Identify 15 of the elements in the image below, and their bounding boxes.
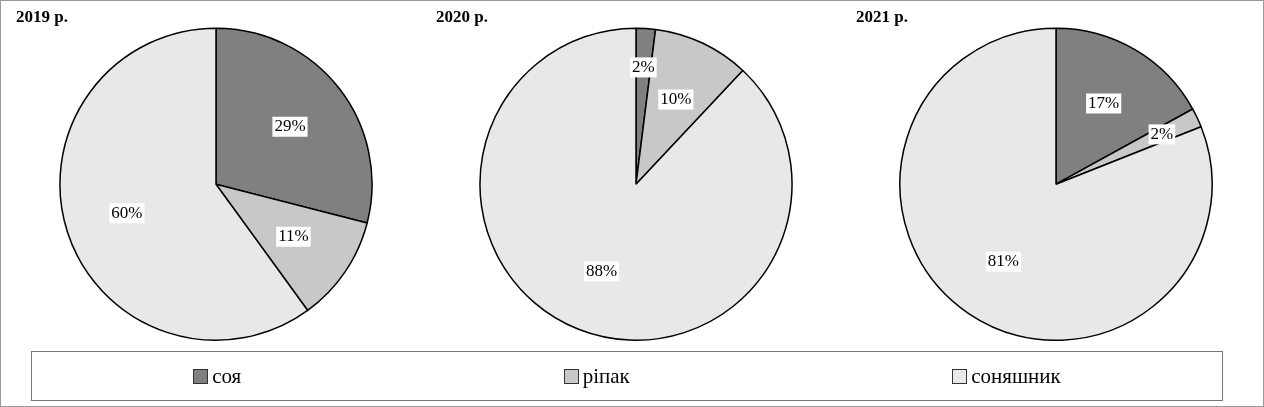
legend-label: соя bbox=[212, 363, 242, 389]
data-label: 29% bbox=[274, 116, 306, 136]
data-label: 2% bbox=[632, 56, 655, 76]
data-label: 81% bbox=[987, 251, 1019, 271]
data-label: 11% bbox=[278, 226, 309, 246]
data-label: 10% bbox=[660, 88, 692, 108]
legend-label: соняшник bbox=[971, 363, 1061, 389]
data-label: 2% bbox=[1150, 123, 1174, 143]
chart-title: 2020 р. bbox=[436, 6, 488, 26]
legend-label: ріпак bbox=[582, 363, 630, 389]
data-label: 88% bbox=[585, 260, 618, 280]
data-label: 60% bbox=[111, 202, 143, 222]
chart-title: 2021 р. bbox=[856, 6, 908, 26]
chart-title: 2019 р. bbox=[16, 6, 68, 26]
data-label: 17% bbox=[1088, 93, 1120, 113]
